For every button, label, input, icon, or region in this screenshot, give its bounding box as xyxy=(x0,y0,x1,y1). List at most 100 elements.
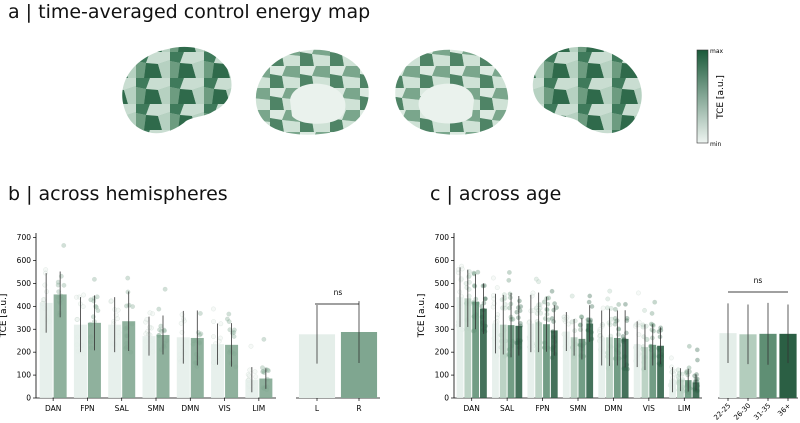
data-point xyxy=(94,294,100,300)
data-point xyxy=(80,304,86,309)
data-point xyxy=(636,332,642,337)
data-point xyxy=(686,343,692,349)
data-point xyxy=(577,322,583,328)
data-point xyxy=(198,331,204,337)
x-tick-label: SAL xyxy=(115,404,130,413)
bar xyxy=(570,337,578,398)
data-point xyxy=(74,294,79,300)
bar xyxy=(578,338,586,398)
data-point xyxy=(552,301,557,307)
summary-bar xyxy=(719,333,737,398)
y-tick-label: 700 xyxy=(17,233,32,242)
bar xyxy=(621,338,629,398)
data-point xyxy=(612,306,618,312)
data-point xyxy=(554,305,559,311)
summary-bar xyxy=(759,333,777,398)
bar xyxy=(73,324,87,398)
data-point xyxy=(216,338,222,344)
data-point xyxy=(607,288,613,294)
data-point xyxy=(158,323,164,329)
summary-bar xyxy=(779,333,797,398)
data-point xyxy=(668,355,674,361)
bar xyxy=(122,321,136,398)
summary-x-tick-label: 36+ xyxy=(776,402,792,418)
data-point xyxy=(515,305,521,311)
data-point xyxy=(475,269,481,275)
data-point xyxy=(597,332,603,338)
bar xyxy=(641,347,649,398)
data-point xyxy=(589,304,595,309)
data-point xyxy=(644,337,649,343)
data-point xyxy=(599,322,605,327)
data-point xyxy=(607,322,613,328)
data-point xyxy=(562,314,568,320)
data-point xyxy=(623,301,628,307)
y-tick-label: 300 xyxy=(435,325,450,334)
data-point xyxy=(124,303,129,309)
data-point xyxy=(245,372,251,377)
x-tick-label: LIM xyxy=(252,404,265,413)
x-tick-label: DMN xyxy=(181,404,199,413)
colorbar-label: TCE [a.u.] xyxy=(716,75,726,120)
data-point xyxy=(61,282,67,288)
data-point xyxy=(471,270,477,276)
y-tick-label: 200 xyxy=(17,348,32,357)
data-point xyxy=(651,328,656,334)
data-point xyxy=(218,321,224,327)
data-point xyxy=(491,293,496,298)
bar xyxy=(211,344,225,398)
data-point xyxy=(211,306,216,312)
data-point xyxy=(159,328,164,334)
data-point xyxy=(226,319,232,325)
data-point xyxy=(466,269,472,274)
data-point xyxy=(156,306,162,312)
data-point xyxy=(599,322,605,328)
y-tick-label: 100 xyxy=(17,371,32,380)
bar xyxy=(633,344,641,398)
x-tick-label: VIS xyxy=(219,404,231,413)
data-point xyxy=(616,302,622,307)
panel-a-title: a | time-averaged control energy map xyxy=(8,1,371,23)
data-point xyxy=(130,304,136,309)
data-point xyxy=(636,319,642,325)
data-point xyxy=(143,319,148,325)
data-point xyxy=(43,267,49,273)
y-axis-label: TCE [a.u.] xyxy=(0,294,9,339)
data-point xyxy=(694,347,700,353)
data-point xyxy=(675,367,681,373)
y-tick-label: 600 xyxy=(17,256,32,265)
y-tick-label: 0 xyxy=(444,394,449,403)
y-tick-label: 400 xyxy=(435,302,450,311)
bar xyxy=(515,325,523,398)
data-point xyxy=(227,327,233,333)
data-point xyxy=(605,305,610,311)
data-point xyxy=(502,295,508,301)
x-tick-label: SMN xyxy=(148,404,165,413)
bar xyxy=(535,322,543,398)
y-axis-label: TCE [a.u.] xyxy=(417,294,427,339)
data-point xyxy=(246,373,252,379)
data-point xyxy=(162,286,168,292)
y-tick-label: 200 xyxy=(435,348,450,357)
y-tick-label: 100 xyxy=(435,371,450,380)
data-point xyxy=(494,315,500,320)
data-point xyxy=(247,367,253,373)
data-point xyxy=(514,309,520,315)
bar xyxy=(598,337,606,398)
data-point xyxy=(686,365,692,371)
bar xyxy=(550,330,558,398)
data-point xyxy=(502,302,508,307)
data-point xyxy=(544,307,550,313)
data-point xyxy=(463,281,469,286)
data-point xyxy=(506,305,512,311)
data-point xyxy=(502,305,508,311)
data-point xyxy=(74,317,80,322)
bar xyxy=(456,297,464,398)
chart-hemispheres: 0 100 200 300 400 500 600 700 TCE [a.u.] DAN FPN SA… xyxy=(0,233,380,413)
data-point xyxy=(546,295,552,301)
data-point xyxy=(147,324,153,330)
data-point xyxy=(482,296,488,302)
data-point xyxy=(471,271,477,277)
data-point xyxy=(641,334,647,340)
